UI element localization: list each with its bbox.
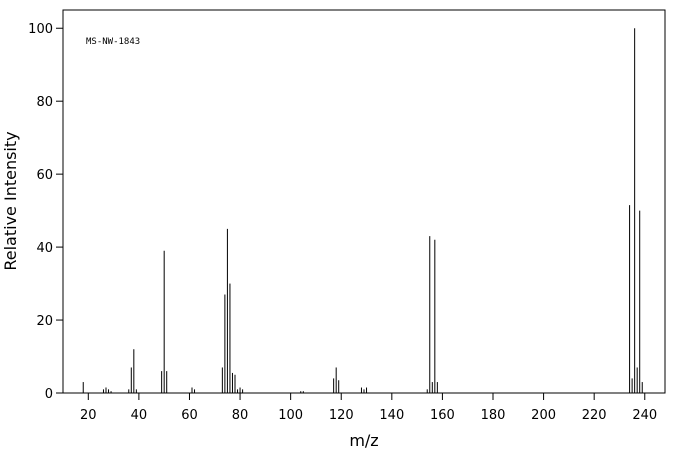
y-tick-label: 60 (36, 168, 53, 183)
y-tick-label: 80 (36, 95, 53, 110)
x-axis-label: m/z (349, 431, 378, 450)
x-tick-label: 100 (278, 408, 303, 423)
y-tick-label: 0 (45, 387, 53, 402)
x-tick-label: 180 (481, 408, 506, 423)
annotation: MS-NW-1843 (86, 37, 140, 47)
x-tick-label: 200 (531, 408, 556, 423)
x-tick-label: 80 (232, 408, 249, 423)
x-tick-label: 220 (582, 408, 607, 423)
x-tick-label: 120 (329, 408, 354, 423)
y-tick-label: 100 (28, 22, 53, 37)
x-tick-label: 140 (379, 408, 404, 423)
y-axis-label: Relative Intensity (1, 131, 20, 270)
y-tick-label: 20 (36, 314, 53, 329)
y-tick-label: 40 (36, 241, 53, 256)
x-tick-label: 60 (181, 408, 198, 423)
x-tick-label: 40 (131, 408, 148, 423)
x-tick-label: 20 (80, 408, 97, 423)
x-tick-label: 240 (632, 408, 657, 423)
x-tick-label: 160 (430, 408, 455, 423)
plot-frame (62, 9, 666, 394)
